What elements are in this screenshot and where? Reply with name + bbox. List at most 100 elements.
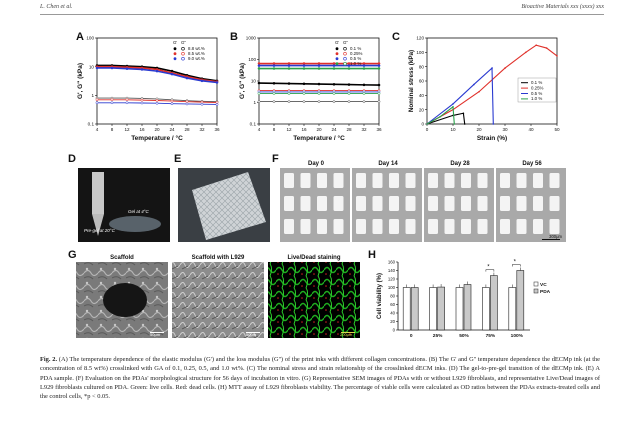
panel-f-pore	[516, 173, 527, 188]
chart-h-ylabel: Cell viability (%)	[377, 273, 383, 319]
chart-a-data-point	[155, 99, 159, 102]
panel-letter-a: A	[76, 31, 84, 43]
panel-f-pore	[549, 173, 560, 188]
chart-h-bar	[437, 286, 445, 331]
caption-label: Fig. 2.	[40, 356, 58, 363]
chart-b-xtick-label: 24	[331, 127, 337, 132]
chart-c-data-point	[504, 67, 506, 69]
panel-d-label-gel: Gel at 4°C	[128, 209, 150, 214]
panel-f-pore	[372, 219, 383, 234]
chart-b-data-point	[377, 83, 381, 87]
panel-d-dish	[109, 216, 161, 232]
panel-f-scalebar	[542, 239, 560, 240]
chart-b-data-point	[317, 100, 321, 103]
chart-b-data-point	[347, 92, 351, 95]
chart-b-data-point	[317, 67, 321, 70]
panel-f-pore	[516, 196, 527, 211]
chart-a-data-point	[110, 98, 114, 102]
chart-c-xtick-label: 10	[450, 127, 456, 132]
chart-b-xtick-label: 16	[301, 127, 307, 132]
panel-g-title-with-cells: Scaffold with L929	[192, 255, 245, 261]
chart-a-xtick-label: 8	[111, 127, 114, 132]
chart-b-data-point	[332, 67, 336, 70]
chart-a-legend-marker-open	[181, 56, 185, 61]
chart-a-data-point	[185, 76, 189, 80]
chart-a-data-point	[140, 68, 144, 71]
chart-c-ytick-label: 40	[419, 93, 425, 98]
panel-d-tube	[92, 172, 104, 214]
panel-f-pore	[549, 196, 560, 211]
chart-a-data-point	[170, 102, 174, 106]
chart-b-ytick-label: 1000	[246, 36, 257, 41]
chart-a-ylabel: G', G'' (kPa)	[77, 63, 84, 99]
panel-f-pore	[533, 173, 543, 188]
chart-c-data-point	[462, 112, 465, 115]
chart-b-data-point	[317, 64, 321, 67]
chart-a-xtick-label: 12	[124, 127, 130, 132]
chart-a-data-point	[110, 101, 114, 105]
chart-b-data-point	[257, 92, 261, 95]
chart-b-legend-marker-open	[343, 61, 347, 66]
panel-d-photo: Gel at 4°C Pre-gel at 20°C	[78, 168, 170, 242]
chart-c-legend-label: 0.5 %	[531, 91, 542, 96]
chart-a-legend-label: 9.0 wt.%	[188, 56, 205, 61]
chart-c-data-point	[463, 123, 466, 125]
chart-h-ytick-label: 100	[388, 285, 396, 290]
panel-f-pore	[461, 196, 471, 211]
panel-f-pore	[317, 219, 327, 234]
chart-b-data-point	[317, 82, 321, 86]
chart-h-sig-bracket	[512, 264, 521, 267]
chart-b-data-point	[347, 83, 351, 86]
chart-a-legend-marker-open	[181, 46, 185, 51]
chart-h-bar	[429, 287, 437, 331]
chart-b-data-point	[287, 100, 291, 103]
chart-c-data-point	[556, 55, 558, 57]
panel-f-pore	[300, 173, 311, 188]
chart-c-data-point	[478, 90, 480, 93]
chart-h-legend-swatch	[533, 288, 539, 294]
panel-e-mesh-sample	[192, 172, 266, 240]
chart-c-ytick-label: 120	[416, 36, 424, 41]
chart-h-sig-star: *	[514, 260, 517, 266]
chart-c-legend-label: 0.25%	[531, 85, 544, 90]
chart-b-ylabel: G', G'' (kPa)	[239, 63, 246, 99]
chart-b-data-point	[272, 92, 276, 95]
chart-a-xtick-label: 20	[154, 127, 160, 132]
chart-c-legend-label: 1.0 %	[531, 96, 542, 101]
chart-h-bar	[508, 287, 517, 331]
chart-b-data-point	[347, 64, 351, 67]
chart-c-ytick-label: 0	[421, 122, 424, 127]
chart-b-xtick-label: 32	[361, 127, 367, 132]
chart-c-xtick-label: 0	[426, 127, 429, 132]
panel-f-pore	[356, 196, 366, 211]
chart-a-data-point	[155, 101, 159, 105]
panel-f-pore	[461, 219, 471, 234]
chart-c-xlabel: Strain (%)	[477, 135, 507, 142]
chart-a-data-point	[215, 81, 219, 84]
panel-f-day-label: Day 28	[450, 161, 470, 167]
chart-b-data-point	[287, 92, 291, 95]
chart-a-data-point	[140, 98, 144, 102]
chart-b-ytick-label: 1	[253, 100, 256, 105]
chart-h-ytick-label: 0	[393, 328, 396, 333]
chart-b-xtick-label: 20	[316, 127, 322, 132]
chart-a-legend-marker	[173, 47, 177, 51]
chart-c-xtick-label: 30	[502, 127, 508, 132]
panel-f-pore	[444, 196, 455, 211]
panel-g-live-dead	[268, 262, 360, 338]
chart-a-data-point	[200, 79, 204, 83]
chart-h-ytick-label: 160	[388, 260, 396, 265]
chart-a-xtick-label: 36	[214, 127, 220, 132]
chart-b-xtick-label: 28	[346, 127, 352, 132]
chart-b-legend-marker-open	[343, 56, 347, 61]
panel-f-pore	[356, 173, 366, 188]
chart-h-bar	[482, 287, 490, 331]
panel-f-pore	[284, 173, 294, 188]
chart-a-legend-header-g2: G''	[181, 40, 186, 45]
panel-f-day-label: Day 14	[378, 161, 398, 167]
chart-b-data-point	[332, 64, 336, 67]
chart-h-legend-label: VC	[540, 282, 547, 288]
chart-b-xtick-label: 8	[273, 127, 276, 132]
chart-b-data-point	[302, 100, 306, 103]
